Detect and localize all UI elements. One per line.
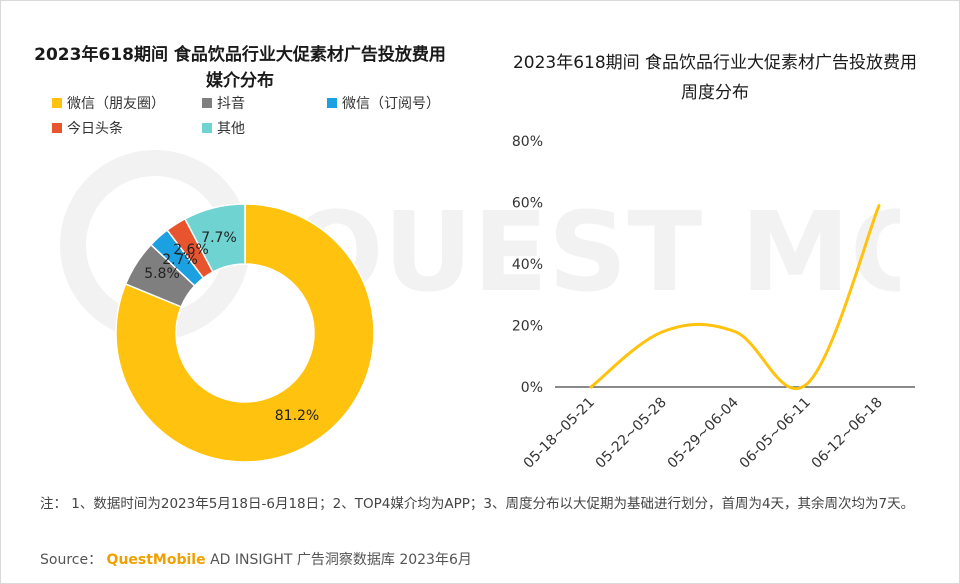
legend-item-other: 其他 xyxy=(202,118,245,138)
legend-label: 今日头条 xyxy=(67,121,123,137)
donut-data-label: 81.2% xyxy=(275,408,319,424)
y-tick-label: 60% xyxy=(512,196,543,212)
legend-label: 其他 xyxy=(217,121,245,137)
legend-swatch xyxy=(202,98,212,108)
x-tick-label: 05-22~05-28 xyxy=(593,395,670,472)
y-tick-label: 80% xyxy=(512,134,543,150)
legend-label: 抖音 xyxy=(217,96,245,112)
source-line: Source： QuestMobile AD INSIGHT 广告洞察数据库 2… xyxy=(40,549,472,569)
donut-data-label: 2.7% xyxy=(162,252,198,268)
legend-swatch xyxy=(327,98,337,108)
x-tick-label: 05-18~05-21 xyxy=(521,395,598,472)
legend-item-douyin: 抖音 xyxy=(202,93,245,113)
legend-item-wechat-moments: 微信（朋友圈） xyxy=(52,93,165,113)
source-rest: AD INSIGHT 广告洞察数据库 2023年6月 xyxy=(210,552,472,568)
legend-label: 微信（朋友圈） xyxy=(67,96,165,112)
donut-slice xyxy=(115,203,375,463)
legend-label: 微信（订阅号） xyxy=(342,96,440,112)
legend-swatch xyxy=(52,123,62,133)
y-tick-label: 40% xyxy=(512,257,543,273)
right-chart-title: 2023年618期间 食品饮品行业大促素材广告投放费用 周度分布 xyxy=(512,53,918,103)
donut-slice xyxy=(183,203,246,273)
x-tick-label: 06-12~06-18 xyxy=(809,395,886,472)
legend-swatch xyxy=(52,98,62,108)
donut-data-label: 5.8% xyxy=(144,266,180,282)
left-chart-title: 2023年618期间 食品饮品行业大促素材广告投放费用 媒介分布 xyxy=(34,45,446,91)
legend-swatch xyxy=(202,123,212,133)
legend-item-wechat-subscription: 微信（订阅号） xyxy=(327,93,440,113)
x-tick-label: 05-29~06-04 xyxy=(665,394,742,471)
y-tick-label: 20% xyxy=(512,319,543,335)
brand-name: QuestMobile xyxy=(106,552,206,568)
x-tick-label: 06-05~06-11 xyxy=(737,395,814,472)
legend-item-toutiao: 今日头条 xyxy=(52,118,123,138)
donut-data-label: 7.7% xyxy=(201,230,237,246)
source-prefix: Source： xyxy=(40,552,103,568)
donut-data-label: 2.6% xyxy=(173,242,209,258)
y-tick-label: 0% xyxy=(521,380,543,396)
series-line xyxy=(589,204,881,391)
footnote: 注： 1、数据时间为2023年5月18日-6月18日；2、TOP4媒介均为APP… xyxy=(40,496,915,512)
